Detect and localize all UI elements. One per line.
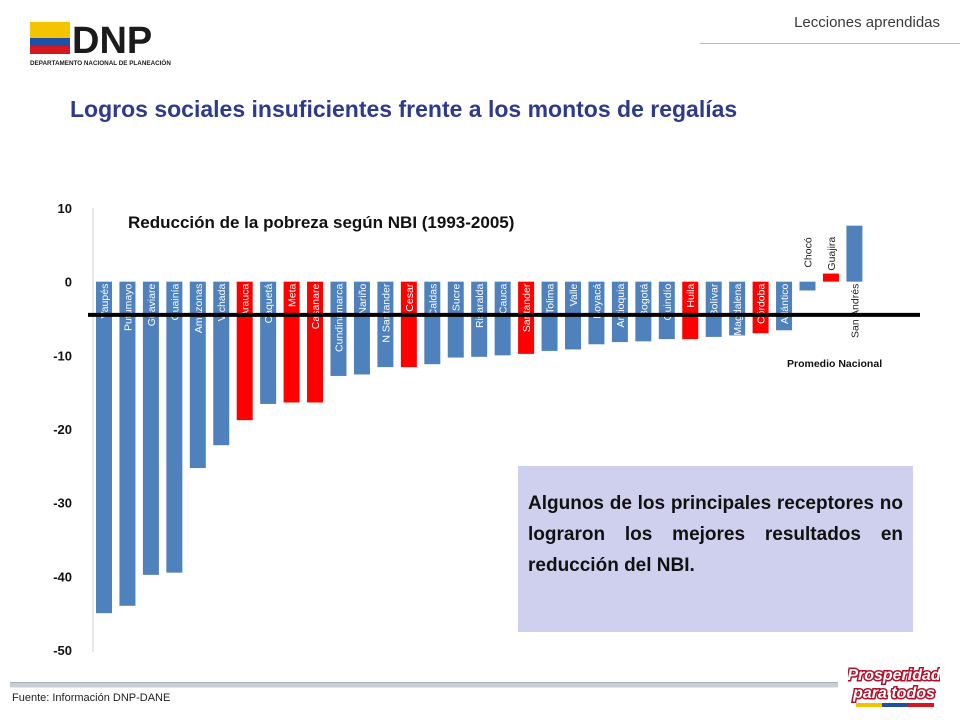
category-label: Chocó [803, 237, 815, 268]
bar [611, 281, 628, 343]
source-note: Fuente: Información DNP-DANE [12, 692, 171, 704]
bar [658, 281, 675, 340]
category-label: Amazonas [193, 284, 205, 334]
category-label: Vaupés [99, 284, 111, 319]
bar [283, 281, 300, 403]
prosperidad-para-todos-logo: Prosperidad para todos [848, 666, 940, 707]
y-tick-label: -40 [53, 569, 72, 584]
y-tick-label: 0 [65, 275, 72, 290]
bar [729, 281, 746, 336]
brand-line2: para todos [852, 685, 935, 702]
bar [752, 281, 769, 334]
category-label: Arauca [240, 284, 252, 317]
category-label: Tolima [545, 284, 557, 315]
bar [447, 281, 464, 358]
bar [166, 281, 183, 573]
bar [471, 281, 488, 357]
bar [307, 281, 324, 403]
logo-full-name: DEPARTAMENTO NACIONAL DE PLANEACIÓN [30, 58, 171, 67]
category-label: Valle [568, 284, 580, 307]
bar [353, 281, 370, 375]
category-label: Boyacá [591, 284, 603, 319]
bar [518, 281, 535, 354]
category-label: Santander [521, 283, 533, 332]
category-label: Cauca [498, 284, 510, 315]
category-label: Magdalena [732, 284, 744, 336]
category-label: Huila [685, 284, 697, 308]
category-label: Guainía [169, 284, 181, 321]
category-label: Sucre [451, 284, 463, 312]
bar [822, 273, 839, 282]
bar [635, 281, 652, 342]
category-label: Cundinamarca [334, 284, 346, 352]
category-label: Quindío [662, 284, 674, 321]
bar [424, 281, 441, 365]
category-label: Córdoba [756, 284, 768, 324]
bar [494, 281, 511, 356]
y-tick-label: -10 [53, 348, 72, 363]
y-tick-label: 10 [58, 201, 72, 216]
category-label: Risaralda [474, 284, 486, 329]
header-divider [700, 43, 960, 44]
dnp-logo: DNP DEPARTAMENTO NACIONAL DE PLANEACIÓN [30, 20, 171, 67]
page-title: Logros sociales insuficientes frente a l… [70, 96, 738, 122]
bar [799, 281, 816, 291]
category-label: Putumayo [122, 284, 134, 331]
category-label: Guajira [826, 237, 838, 271]
bar [400, 281, 417, 368]
section-label: Lecciones aprendidas [794, 14, 940, 31]
bar [377, 281, 394, 368]
y-tick-label: -50 [53, 643, 72, 658]
bar [213, 281, 230, 446]
bar [96, 281, 112, 614]
bar [330, 281, 347, 376]
bar [189, 281, 206, 469]
bar [260, 281, 277, 404]
bar [682, 281, 699, 340]
bar [776, 281, 793, 331]
category-label: San Andrés [849, 284, 861, 338]
brand-line1: Prosperidad [848, 667, 940, 684]
chart-title: Reducción de la pobreza según NBI (1993-… [128, 213, 514, 232]
logo-acronym: DNP [72, 20, 152, 62]
category-label: Casanare [310, 284, 322, 330]
category-label: Bolívar [709, 283, 721, 316]
category-label: Nariño [357, 284, 369, 315]
national-average-label: Promedio Nacional [787, 358, 882, 370]
bar [142, 281, 159, 575]
category-label: Caldas [427, 284, 439, 317]
category-label: Atlántico [779, 284, 791, 324]
bar [119, 281, 136, 606]
category-label: Caquetá [263, 284, 275, 324]
bar [705, 281, 722, 337]
category-label: Antioquia [615, 284, 627, 328]
category-label: Vichada [216, 284, 228, 322]
y-tick-label: -20 [53, 422, 72, 437]
category-label: Cesar [404, 283, 416, 312]
bar [846, 225, 863, 282]
category-label: Bogotá [638, 284, 650, 317]
y-tick-label: -30 [53, 496, 72, 511]
footer-divider [10, 682, 838, 688]
callout-box: Algunos de los principales receptores no… [518, 466, 913, 632]
category-label: Meta [287, 284, 299, 308]
category-label: Guaviare [146, 284, 158, 327]
callout-text: Algunos de los principales receptores no… [528, 493, 903, 576]
